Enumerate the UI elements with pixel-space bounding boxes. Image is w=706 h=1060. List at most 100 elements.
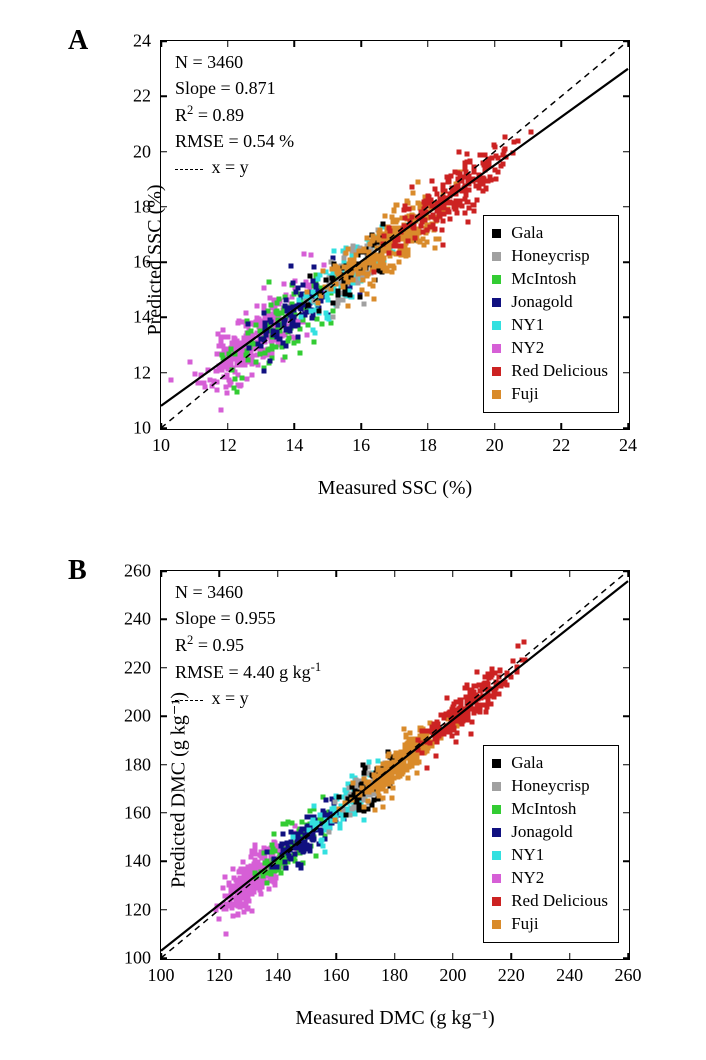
scatter-point [188, 360, 193, 365]
legend-label: NY2 [511, 337, 544, 360]
scatter-point [523, 658, 528, 663]
scatter-point [264, 330, 269, 335]
scatter-point [226, 377, 231, 382]
scatter-point [371, 297, 376, 302]
tick-y-label: 22 [111, 86, 161, 107]
scatter-point [444, 200, 449, 205]
scatter-point [236, 341, 241, 346]
scatter-point [375, 246, 380, 251]
scatter-point [347, 262, 352, 267]
scatter-point [309, 309, 314, 314]
scatter-point [252, 847, 257, 852]
scatter-point [403, 215, 408, 220]
scatter-point [370, 239, 375, 244]
scatter-point [424, 766, 429, 771]
scatter-point [355, 791, 360, 796]
legend-item: Gala [492, 222, 608, 245]
panel-b: B Predicted DMC (g kg⁻¹) 100120140160180… [50, 540, 670, 1040]
scatter-point [231, 867, 236, 872]
scatter-point [223, 893, 228, 898]
scatter-point [410, 224, 415, 229]
scatter-point [494, 679, 499, 684]
scatter-point [397, 761, 402, 766]
scatter-point [233, 377, 238, 382]
scatter-point [390, 769, 395, 774]
scatter-point [313, 854, 318, 859]
stats-diag: x = y [175, 685, 321, 711]
scatter-point [297, 351, 302, 356]
scatter-point [246, 346, 251, 351]
scatter-point [529, 130, 534, 135]
scatter-point [463, 196, 468, 201]
scatter-point [284, 865, 289, 870]
stats-box: N = 3460Slope = 0.955R2 = 0.95RMSE = 4.4… [175, 579, 321, 711]
scatter-point [489, 178, 494, 183]
scatter-point [385, 767, 390, 772]
scatter-point [232, 385, 237, 390]
scatter-point [224, 932, 229, 937]
legend-label: Jonagold [511, 821, 572, 844]
scatter-point [410, 764, 415, 769]
stats-rmse: RMSE = 0.54 % [175, 128, 294, 154]
scatter-point [254, 359, 259, 364]
scatter-point [483, 687, 488, 692]
scatter-point [305, 322, 310, 327]
scatter-point [243, 867, 248, 872]
scatter-point [253, 871, 258, 876]
scatter-point [381, 762, 386, 767]
scatter-point [235, 893, 240, 898]
stats-n: N = 3460 [175, 579, 321, 605]
scatter-point [434, 754, 439, 759]
scatter-point [488, 701, 493, 706]
tick-y-label: 14 [111, 307, 161, 328]
scatter-point [382, 233, 387, 238]
scatter-point [354, 266, 359, 271]
scatter-point [322, 285, 327, 290]
scatter-point [483, 709, 488, 714]
legend-label: Jonagold [511, 291, 572, 314]
scatter-point [377, 794, 382, 799]
legend-swatch-icon [492, 897, 501, 906]
scatter-point [515, 665, 520, 670]
scatter-point [391, 265, 396, 270]
scatter-point [275, 322, 280, 327]
scatter-point [311, 804, 316, 809]
scatter-point [395, 218, 400, 223]
scatter-point [218, 407, 223, 412]
scatter-point [255, 315, 260, 320]
scatter-point [280, 832, 285, 837]
scatter-point [376, 775, 381, 780]
tick-x-label: 24 [619, 429, 637, 456]
scatter-point [395, 236, 400, 241]
scatter-point [291, 835, 296, 840]
scatter-point [272, 856, 277, 861]
stats-r2: R2 = 0.95 [175, 631, 321, 658]
stats-slope: Slope = 0.955 [175, 605, 321, 631]
scatter-point [253, 881, 258, 886]
scatter-point [192, 371, 197, 376]
scatter-point [240, 376, 245, 381]
tick-y-label: 200 [111, 706, 161, 727]
scatter-point [246, 357, 251, 362]
scatter-point [462, 185, 467, 190]
scatter-point [486, 693, 491, 698]
scatter-point [432, 246, 437, 251]
tick-x-label: 18 [419, 429, 437, 456]
tick-y-label: 140 [111, 851, 161, 872]
scatter-point [457, 172, 462, 177]
scatter-point [351, 278, 356, 283]
scatter-point [304, 332, 309, 337]
scatter-point [372, 270, 377, 275]
scatter-point [364, 235, 369, 240]
scatter-point [492, 167, 497, 172]
scatter-point [323, 817, 328, 822]
tick-y-label: 260 [111, 561, 161, 582]
scatter-point [366, 254, 371, 259]
scatter-point [235, 390, 240, 395]
scatter-point [291, 314, 296, 319]
legend-item: NY1 [492, 844, 608, 867]
scatter-point [233, 352, 238, 357]
scatter-point [238, 902, 243, 907]
scatter-point [332, 800, 337, 805]
scatter-point [372, 782, 377, 787]
